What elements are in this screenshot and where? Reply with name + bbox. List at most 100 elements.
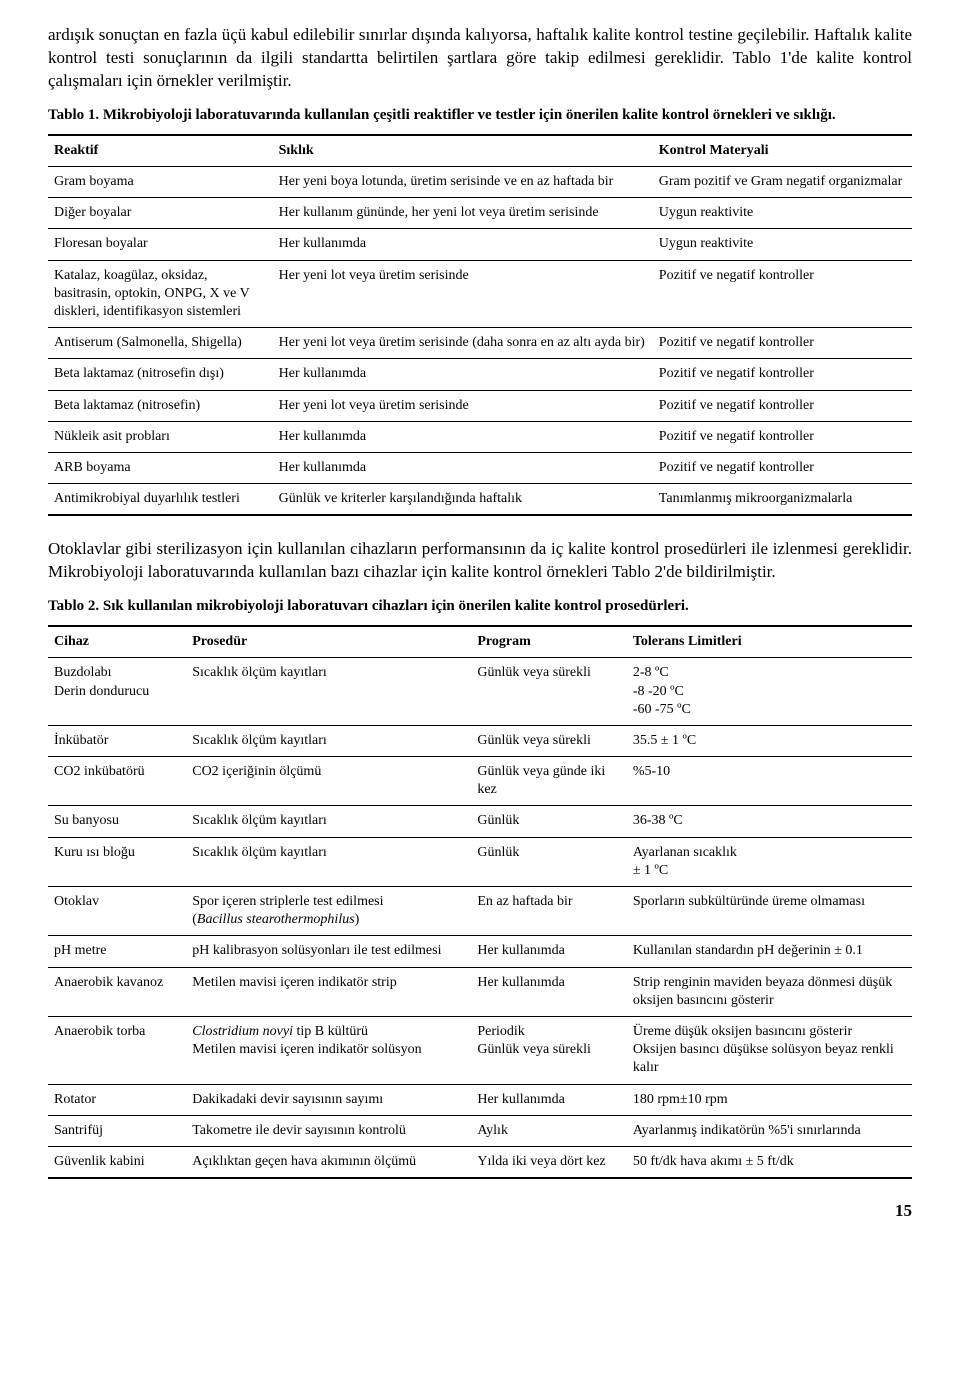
table1-col-header: Reaktif: [48, 135, 273, 167]
table2-col-header: Cihaz: [48, 626, 186, 658]
table-row: Antiserum (Salmonella, Shigella)Her yeni…: [48, 328, 912, 359]
table-cell: Antiserum (Salmonella, Shigella): [48, 328, 273, 359]
table-cell: Otoklav: [48, 887, 186, 936]
table-cell: Katalaz, koagülaz, oksidaz, basitrasin, …: [48, 260, 273, 328]
table-cell: 36-38 ºC: [627, 806, 912, 837]
table-cell: Metilen mavisi içeren indikatör strip: [186, 967, 471, 1016]
table-row: RotatorDakikadaki devir sayısının sayımı…: [48, 1084, 912, 1115]
table-cell: Takometre ile devir sayısının kontrolü: [186, 1115, 471, 1146]
table-cell: Pozitif ve negatif kontroller: [653, 390, 912, 421]
table-cell: Günlük veya sürekli: [471, 725, 627, 756]
table-cell: Günlük veya sürekli: [471, 658, 627, 726]
table-cell: Sıcaklık ölçüm kayıtları: [186, 658, 471, 726]
table-cell: Anaerobik kavanoz: [48, 967, 186, 1016]
table-cell: 180 rpm±10 rpm: [627, 1084, 912, 1115]
table1-col-header: Sıklık: [273, 135, 653, 167]
page-number: 15: [48, 1201, 912, 1221]
table-cell: Su banyosu: [48, 806, 186, 837]
table-cell: Sporların subkültüründe üreme olmaması: [627, 887, 912, 936]
table-cell: Pozitif ve negatif kontroller: [653, 359, 912, 390]
table-cell: Kullanılan standardın pH değerinin ± 0.1: [627, 936, 912, 967]
table-cell: Strip renginin maviden beyaza dönmesi dü…: [627, 967, 912, 1016]
table1-col-header: Kontrol Materyali: [653, 135, 912, 167]
table-cell: Sıcaklık ölçüm kayıtları: [186, 837, 471, 886]
table-cell: Beta laktamaz (nitrosefin): [48, 390, 273, 421]
table-cell: Ayarlanmış indikatörün %5'i sınırlarında: [627, 1115, 912, 1146]
table-cell: Beta laktamaz (nitrosefin dışı): [48, 359, 273, 390]
table-cell: 50 ft/dk hava akımı ± 5 ft/dk: [627, 1146, 912, 1178]
table-cell: Aylık: [471, 1115, 627, 1146]
table-cell: Her kullanımda: [471, 967, 627, 1016]
table-cell: Günlük: [471, 806, 627, 837]
table-cell: Nükleik asit probları: [48, 421, 273, 452]
table-cell: Her yeni lot veya üretim serisinde: [273, 260, 653, 328]
table-cell: Her yeni lot veya üretim serisinde: [273, 390, 653, 421]
table-cell: Santrifüj: [48, 1115, 186, 1146]
table-cell: Gram boyama: [48, 167, 273, 198]
table1-caption: Tablo 1. Mikrobiyoloji laboratuvarında k…: [48, 107, 912, 124]
table-cell: Günlük: [471, 837, 627, 886]
table-row: pH metrepH kalibrasyon solüsyonları ile …: [48, 936, 912, 967]
table-cell: Yılda iki veya dört kez: [471, 1146, 627, 1178]
table2-col-header: Program: [471, 626, 627, 658]
table-cell: Spor içeren striplerle test edilmesi(Bac…: [186, 887, 471, 936]
table-row: OtoklavSpor içeren striplerle test edilm…: [48, 887, 912, 936]
table-row: Anaerobik torbaClostridium novyi tip B k…: [48, 1016, 912, 1084]
table-cell: Her kullanımda: [471, 1084, 627, 1115]
table-cell: Antimikrobiyal duyarlılık testleri: [48, 484, 273, 516]
table-cell: Ayarlanan sıcaklık± 1 ºC: [627, 837, 912, 886]
table-cell: Her kullanımda: [273, 229, 653, 260]
table-cell: Diğer boyalar: [48, 198, 273, 229]
table-cell: Uygun reaktivite: [653, 198, 912, 229]
table-cell: Günlük veya günde iki kez: [471, 757, 627, 806]
table-row: Beta laktamaz (nitrosefin)Her yeni lot v…: [48, 390, 912, 421]
table-row: Su banyosuSıcaklık ölçüm kayıtlarıGünlük…: [48, 806, 912, 837]
table-cell: Her kullanım gününde, her yeni lot veya …: [273, 198, 653, 229]
table-cell: Gram pozitif ve Gram negatif organizmala…: [653, 167, 912, 198]
table-cell: Sıcaklık ölçüm kayıtları: [186, 725, 471, 756]
table-cell: Açıklıktan geçen hava akımının ölçümü: [186, 1146, 471, 1178]
table-row: Floresan boyalarHer kullanımdaUygun reak…: [48, 229, 912, 260]
table-cell: Üreme düşük oksijen basıncını gösterirOk…: [627, 1016, 912, 1084]
table-cell: 2-8 ºC-8 -20 ºC-60 -75 ºC: [627, 658, 912, 726]
table2-col-header: Prosedür: [186, 626, 471, 658]
table-cell: PeriodikGünlük veya sürekli: [471, 1016, 627, 1084]
table-cell: Kuru ısı bloğu: [48, 837, 186, 886]
table-2: Cihaz Prosedür Program Tolerans Limitler…: [48, 625, 912, 1179]
document-page: ardışık sonuçtan en fazla üçü kabul edil…: [0, 0, 960, 1245]
intro-paragraph: ardışık sonuçtan en fazla üçü kabul edil…: [48, 24, 912, 93]
table-cell: 35.5 ± 1 ºC: [627, 725, 912, 756]
table-row: BuzdolabıDerin dondurucuSıcaklık ölçüm k…: [48, 658, 912, 726]
table-cell: Güvenlik kabini: [48, 1146, 186, 1178]
mid-paragraph: Otoklavlar gibi sterilizasyon için kulla…: [48, 538, 912, 584]
table-1: Reaktif Sıklık Kontrol Materyali Gram bo…: [48, 134, 912, 516]
table-cell: Floresan boyalar: [48, 229, 273, 260]
table-cell: Pozitif ve negatif kontroller: [653, 421, 912, 452]
table-cell: Rotator: [48, 1084, 186, 1115]
table2-caption: Tablo 2. Sık kullanılan mikrobiyoloji la…: [48, 598, 912, 615]
table2-header-row: Cihaz Prosedür Program Tolerans Limitler…: [48, 626, 912, 658]
table-row: CO2 inkübatörüCO2 içeriğinin ölçümüGünlü…: [48, 757, 912, 806]
table-row: Beta laktamaz (nitrosefin dışı)Her kulla…: [48, 359, 912, 390]
table-row: Gram boyamaHer yeni boya lotunda, üretim…: [48, 167, 912, 198]
table-cell: Sıcaklık ölçüm kayıtları: [186, 806, 471, 837]
table-row: Kuru ısı bloğuSıcaklık ölçüm kayıtlarıGü…: [48, 837, 912, 886]
table-row: Antimikrobiyal duyarlılık testleriGünlük…: [48, 484, 912, 516]
table-cell: Dakikadaki devir sayısının sayımı: [186, 1084, 471, 1115]
table-cell: Her kullanımda: [273, 359, 653, 390]
table-cell: BuzdolabıDerin dondurucu: [48, 658, 186, 726]
table-cell: ARB boyama: [48, 452, 273, 483]
table1-header-row: Reaktif Sıklık Kontrol Materyali: [48, 135, 912, 167]
table-row: ARB boyamaHer kullanımdaPozitif ve negat…: [48, 452, 912, 483]
table-cell: pH kalibrasyon solüsyonları ile test edi…: [186, 936, 471, 967]
table-cell: Her kullanımda: [273, 452, 653, 483]
table-row: Anaerobik kavanozMetilen mavisi içeren i…: [48, 967, 912, 1016]
table2-col-header: Tolerans Limitleri: [627, 626, 912, 658]
table-cell: Clostridium novyi tip B kültürüMetilen m…: [186, 1016, 471, 1084]
table-cell: Her yeni lot veya üretim serisinde (daha…: [273, 328, 653, 359]
table-cell: Her kullanımda: [471, 936, 627, 967]
table-cell: %5-10: [627, 757, 912, 806]
table-row: Nükleik asit problarıHer kullanımdaPozit…: [48, 421, 912, 452]
table-cell: Uygun reaktivite: [653, 229, 912, 260]
table-cell: Pozitif ve negatif kontroller: [653, 328, 912, 359]
